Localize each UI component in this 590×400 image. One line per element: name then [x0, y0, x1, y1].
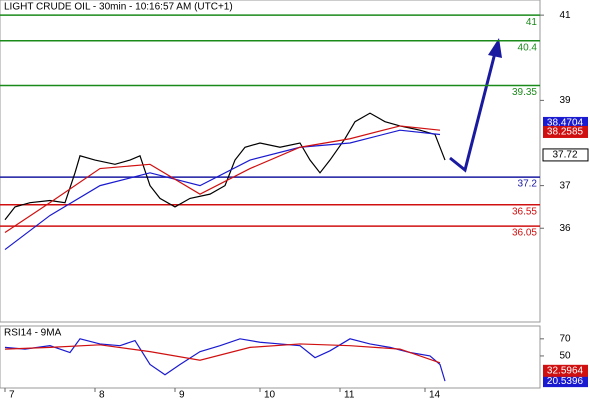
y-tick-label: 70 [559, 333, 571, 344]
price-panel [0, 0, 541, 323]
last-value-label: 32.5964 [547, 365, 584, 376]
level-label: 39.35 [512, 87, 537, 98]
y-tick-label: 41 [559, 10, 571, 21]
series-line [4, 112, 446, 221]
y-tick-label: 36 [559, 223, 571, 234]
x-tick-label: 14 [429, 390, 441, 400]
series-line [4, 125, 441, 233]
x-tick-label: 9 [179, 390, 185, 400]
x-tick-label: 11 [344, 390, 355, 400]
level-label: 36.05 [512, 228, 537, 239]
forecast-arrow [449, 44, 499, 173]
last-value-label: 20.5396 [547, 376, 584, 387]
last-value-tag [543, 375, 588, 388]
rsi-title: RSI14 - 9MA [4, 328, 62, 339]
y-tick-label: 50 [559, 351, 571, 362]
last-value-tag [543, 116, 588, 129]
last-value-tag [543, 364, 588, 377]
x-tick-label: 8 [99, 390, 105, 400]
series-line [4, 343, 441, 364]
last-value-label: 38.4704 [547, 118, 584, 129]
level-label: 37.2 [518, 179, 538, 190]
last-value-label: 38.2585 [547, 127, 584, 138]
x-tick-label: 7 [9, 390, 15, 400]
y-tick-label: 37 [559, 180, 571, 191]
last-value-label: 37.72 [552, 150, 577, 161]
last-value-tag [543, 125, 588, 138]
arrow-head [488, 38, 502, 58]
level-label: 36.55 [512, 206, 537, 217]
chart-title: LIGHT CRUDE OIL - 30min - 10:16:57 AM (U… [4, 2, 233, 13]
level-label: 41 [526, 17, 538, 28]
y-tick-label: 39 [559, 95, 571, 106]
x-tick-label: 10 [264, 390, 276, 400]
rsi-panel [0, 325, 541, 389]
series-line [4, 338, 446, 382]
series-line [4, 129, 441, 251]
last-value-tag [542, 148, 589, 162]
level-label: 40.4 [518, 42, 538, 53]
